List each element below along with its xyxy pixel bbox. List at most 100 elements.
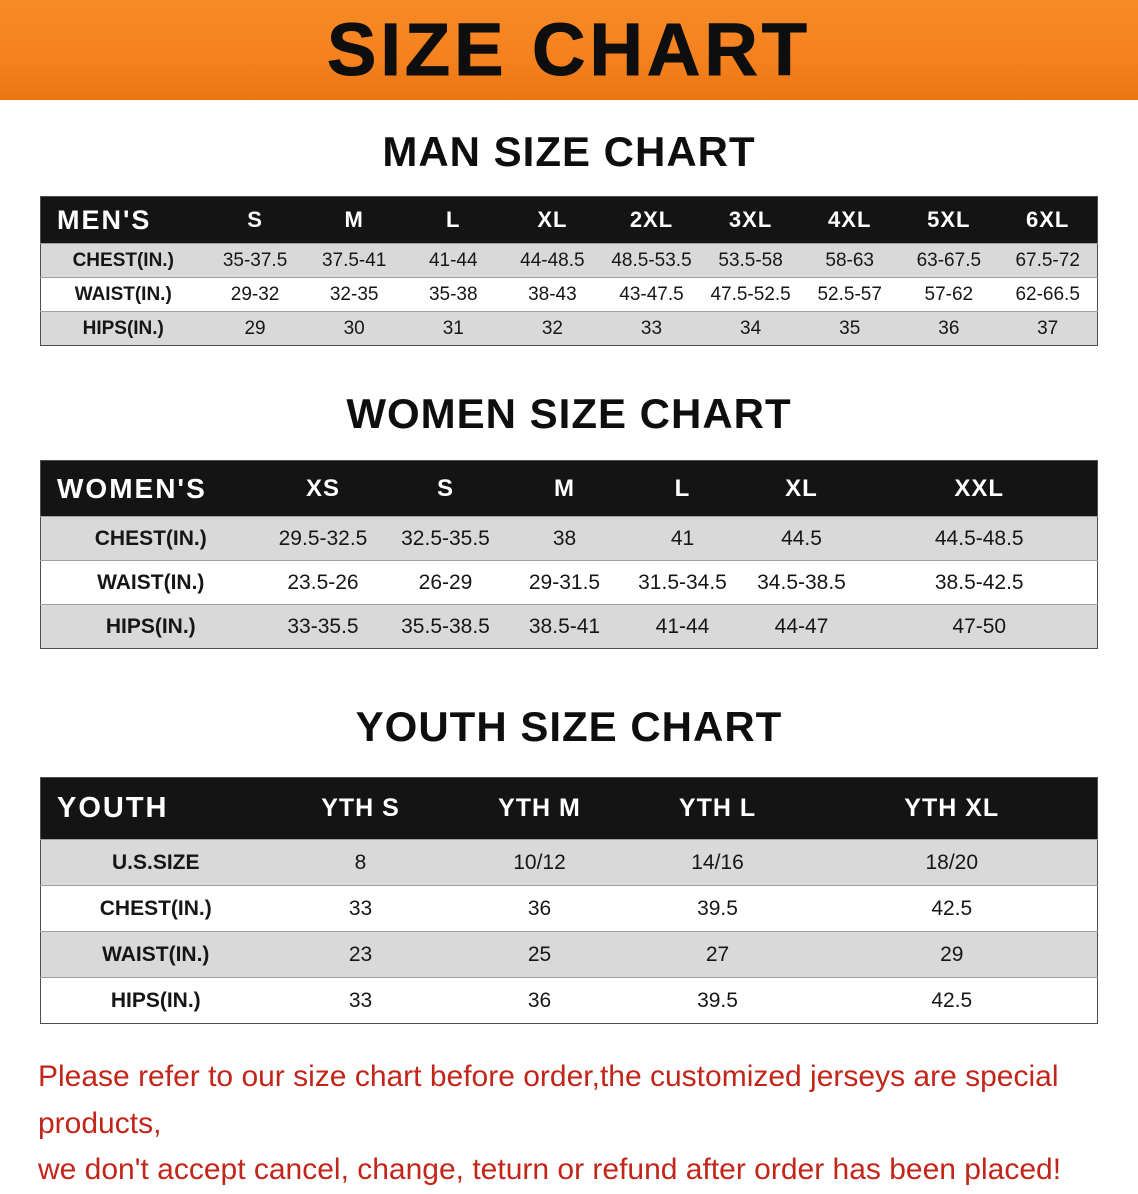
cell-value: 32-35 <box>329 283 379 305</box>
column-header: 4XL <box>800 196 900 244</box>
column-header: L <box>623 460 742 517</box>
cell-value: 36 <box>527 896 552 920</box>
cell-value: 38.5-41 <box>528 614 601 638</box>
cell-value: 48.5-53.5 <box>611 249 692 271</box>
cell-value: 63-67.5 <box>916 249 982 271</box>
men-section-heading: MAN SIZE CHART <box>382 128 756 175</box>
column-header: 5XL <box>899 196 999 244</box>
cell-value: 42.5 <box>931 896 973 920</box>
cell-value: 33 <box>348 896 373 920</box>
cell-value: 23.5-26 <box>287 570 359 594</box>
row-label: CHEST(IN.) <box>99 896 212 920</box>
cell-value: 62-66.5 <box>1015 283 1080 305</box>
size-chart-banner: SIZE CHART <box>0 0 1138 100</box>
row-label: CHEST(IN.) <box>72 249 174 271</box>
row-label: WAIST(IN.) <box>97 570 205 594</box>
cell-value: 30 <box>343 317 365 339</box>
cell-value: 35.5-38.5 <box>401 614 490 638</box>
column-header: XL <box>502 196 602 244</box>
note-line-1: Please refer to our size chart before or… <box>38 1060 1059 1140</box>
table-row: CHEST(IN.) 29.5-32.5 32.5-35.5 38 41 44.5 44.5… <box>40 516 1098 561</box>
cell-value: 33 <box>348 988 373 1012</box>
row-label: WAIST(IN.) <box>74 283 172 305</box>
column-header: XS <box>260 460 386 517</box>
table-header-row: WOMEN'S XS S M L XL XXL <box>40 460 1098 517</box>
youth-section-heading: YOUTH SIZE CHART <box>355 703 783 750</box>
table-row: CHEST(IN.) 35-37.5 37.5-41 41-44 44-48.5 48.5… <box>40 243 1098 278</box>
table-corner-label: WOMEN'S <box>40 460 261 517</box>
column-header: YTH XL <box>806 777 1098 840</box>
cell-value: 41 <box>670 526 695 550</box>
column-header: 2XL <box>601 196 702 244</box>
table-row: HIPS(IN.) 33-35.5 35.5-38.5 38.5-41 41-44 44-… <box>40 604 1098 649</box>
cell-value: 47-50 <box>952 614 1007 638</box>
cell-value: 29 <box>940 942 964 966</box>
table-row: WAIST(IN.) 23 25 27 29 <box>40 931 1098 978</box>
cell-value: 57-62 <box>924 283 974 305</box>
men-size-table: MEN'S S M L XL 2XL 3XL 4XL 5XL 6XL CHEST(IN.) 35-37… <box>40 196 1098 346</box>
table-header-row: YOUTH YTH S YTH M YTH L YTH XL <box>40 777 1098 840</box>
cell-value: 39.5 <box>697 988 738 1012</box>
cell-value: 27 <box>705 942 730 966</box>
cell-value: 52.5-57 <box>817 283 882 305</box>
column-header: XXL <box>861 460 1098 517</box>
cell-value: 23 <box>348 942 373 966</box>
cell-value: 33 <box>640 317 663 339</box>
youth-size-table: YOUTH YTH S YTH M YTH L YTH XL U.S.SIZE 8 10/12… <box>40 777 1098 1024</box>
cell-value: 37.5-41 <box>321 249 387 271</box>
cell-value: 8 <box>354 850 367 874</box>
cell-value: 29-32 <box>230 283 280 305</box>
cell-value: 41-44 <box>428 249 478 271</box>
cell-value: 32.5-35.5 <box>401 526 490 550</box>
cell-value: 36 <box>527 988 552 1012</box>
cell-value: 29-31.5 <box>528 570 601 594</box>
table-row: HIPS(IN.) 33 36 39.5 42.5 <box>40 977 1098 1024</box>
cell-value: 58-63 <box>825 249 875 271</box>
women-size-table: WOMEN'S XS S M L XL XXL CHEST(IN.) 29.5-32.5 32.5… <box>40 460 1098 649</box>
column-header: YTH M <box>450 777 629 840</box>
cell-value: 18/20 <box>925 850 979 874</box>
cell-value: 35-38 <box>428 283 478 305</box>
row-label: HIPS(IN.) <box>105 614 196 638</box>
cell-value: 10/12 <box>513 850 566 874</box>
cell-value: 44.5 <box>781 526 822 550</box>
cell-value: 14/16 <box>691 850 744 874</box>
cell-value: 38-43 <box>528 283 577 305</box>
table-header-row: MEN'S S M L XL 2XL 3XL 4XL 5XL 6XL <box>40 196 1098 244</box>
column-header: 6XL <box>998 196 1098 244</box>
cell-value: 33-35.5 <box>287 614 359 638</box>
cell-value: 29.5-32.5 <box>278 526 368 550</box>
cell-value: 25 <box>527 942 552 966</box>
cell-value: 44.5-48.5 <box>934 526 1024 550</box>
women-section-heading: WOMEN SIZE CHART <box>346 390 792 437</box>
cell-value: 31.5-34.5 <box>638 570 727 594</box>
banner-title: SIZE CHART <box>327 8 811 91</box>
cell-value: 37 <box>1037 317 1059 339</box>
row-label: U.S.SIZE <box>111 850 200 874</box>
column-header: YTH S <box>270 777 451 840</box>
cell-value: 35 <box>839 317 861 339</box>
column-header: M <box>304 196 404 244</box>
table-row: HIPS(IN.) 29 30 31 32 33 34 35 36 37 <box>40 311 1098 346</box>
cell-value: 39.5 <box>697 896 738 920</box>
table-corner-label: YOUTH <box>40 777 271 840</box>
cell-value: 34.5-38.5 <box>757 570 846 594</box>
table-row: U.S.SIZE 8 10/12 14/16 18/20 <box>40 839 1098 886</box>
table-row: WAIST(IN.) 29-32 32-35 35-38 38-43 43-47.5 47.… <box>40 277 1098 312</box>
footer-note: Please refer to our size chart before or… <box>38 1054 1100 1194</box>
cell-value: 36 <box>938 317 960 339</box>
row-label: WAIST(IN.) <box>102 942 210 966</box>
cell-value: 31 <box>442 317 464 339</box>
cell-value: 38.5-42.5 <box>934 570 1024 594</box>
cell-value: 38 <box>552 526 577 550</box>
row-label: HIPS(IN.) <box>82 317 164 339</box>
column-header: L <box>403 196 503 244</box>
cell-value: 53.5-58 <box>718 249 783 271</box>
column-header: 3XL <box>701 196 801 244</box>
men-size-section: MAN SIZE CHART MEN'S S M L XL 2XL 3XL 4XL 5XL 6XL… <box>0 128 1138 346</box>
cell-value: 34 <box>740 317 762 339</box>
column-header: S <box>205 196 305 244</box>
column-header: S <box>385 460 506 517</box>
cell-value: 67.5-72 <box>1015 249 1080 271</box>
row-label: CHEST(IN.) <box>94 526 207 550</box>
